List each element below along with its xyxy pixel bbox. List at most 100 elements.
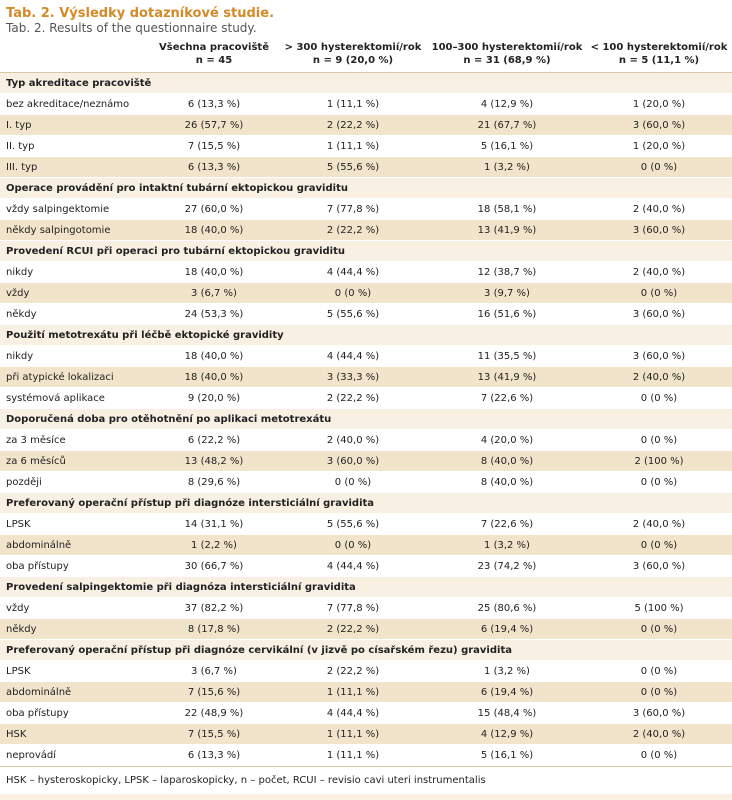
table-cell: 1 (3,2 %) xyxy=(428,156,586,178)
section-title: Typ akreditace pracoviště xyxy=(0,72,732,94)
table-cell: 18 (58,1 %) xyxy=(428,198,586,220)
table-row: I. typ 26 (57,7 %) 2 (22,2 %) 21 (67,7 %) 3 … xyxy=(0,114,732,136)
table-cell: 8 (40,0 %) xyxy=(428,471,586,493)
table-cell: 2 (22,2 %) xyxy=(278,660,428,682)
row-label: I. typ xyxy=(0,114,150,136)
table-row: vždy 3 (6,7 %) 0 (0 %) 3 (9,7 %) 0 (0 %) xyxy=(0,282,732,304)
table-cell: 2 (22,2 %) xyxy=(278,219,428,241)
table-cell: 3 (60,0 %) xyxy=(586,555,732,577)
row-label: někdy xyxy=(0,303,150,325)
table-row: II. typ 7 (15,5 %) 1 (11,1 %) 5 (16,1 %) 1 (… xyxy=(0,135,732,157)
table-cell: 0 (0 %) xyxy=(586,429,732,451)
header-cell-over-300: > 300 hysterektomií/rok n = 9 (20,0 %) xyxy=(278,36,428,73)
table-cell: 4 (12,9 %) xyxy=(428,723,586,745)
header-cell-label xyxy=(0,36,150,73)
table-cell: 2 (100 %) xyxy=(586,450,732,472)
table-cell: 0 (0 %) xyxy=(586,387,732,409)
table-cell: 0 (0 %) xyxy=(586,534,732,556)
table-cell: 1 (20,0 %) xyxy=(586,135,732,157)
header-cell-all: Všechna pracoviště n = 45 xyxy=(150,36,278,73)
section-header-row: Preferovaný operační přístup při diagnóz… xyxy=(0,492,732,514)
table-cell: 4 (44,4 %) xyxy=(278,345,428,367)
table-cell: 1 (3,2 %) xyxy=(428,660,586,682)
table-row: někdy salpingotomie 18 (40,0 %) 2 (22,2 %)… xyxy=(0,219,732,241)
row-label: vždy xyxy=(0,597,150,619)
row-label: někdy xyxy=(0,618,150,640)
table-cell: 12 (38,7 %) xyxy=(428,261,586,283)
table-row: nikdy 18 (40,0 %) 4 (44,4 %) 11 (35,5 %) 3 (… xyxy=(0,345,732,367)
table-cell: 7 (15,5 %) xyxy=(150,135,278,157)
section-header-row: Použití metotrexátu při léčbě ektopické … xyxy=(0,324,732,346)
section-header-row: Provedení salpingektomie při diagnóza in… xyxy=(0,576,732,598)
table-cell: 2 (22,2 %) xyxy=(278,387,428,409)
row-label: při atypické lokalizaci xyxy=(0,366,150,388)
table-cell: 1 (11,1 %) xyxy=(278,744,428,766)
table-cell: 3 (60,0 %) xyxy=(586,303,732,325)
table-row: vždy salpingektomie 27 (60,0 %) 7 (77,8 %)… xyxy=(0,198,732,220)
table-cell: 5 (16,1 %) xyxy=(428,135,586,157)
table-row: HSK 7 (15,5 %) 1 (11,1 %) 4 (12,9 %) 2 (40,0… xyxy=(0,723,732,745)
table-cell: 0 (0 %) xyxy=(586,471,732,493)
table-cell: 16 (51,6 %) xyxy=(428,303,586,325)
row-label: oba přístupy xyxy=(0,555,150,577)
table-cell: 0 (0 %) xyxy=(278,534,428,556)
table-cell: 27 (60,0 %) xyxy=(150,198,278,220)
table-row: oba přístupy 22 (48,9 %) 4 (44,4 %) 15 (48,… xyxy=(0,702,732,724)
table-cell: 5 (55,6 %) xyxy=(278,303,428,325)
table-row: vždy 37 (82,2 %) 7 (77,8 %) 25 (80,6 %) 5 (1… xyxy=(0,597,732,619)
table-cell: 0 (0 %) xyxy=(278,471,428,493)
table-cell: 3 (33,3 %) xyxy=(278,366,428,388)
table-cell: 0 (0 %) xyxy=(586,618,732,640)
table-cell: 11 (35,5 %) xyxy=(428,345,586,367)
table-cell: 13 (41,9 %) xyxy=(428,219,586,241)
table-cell: 13 (48,2 %) xyxy=(150,450,278,472)
table-cell: 7 (15,5 %) xyxy=(150,723,278,745)
table-cell: 2 (40,0 %) xyxy=(586,366,732,388)
table-cell: 14 (31,1 %) xyxy=(150,513,278,535)
table-cell: 13 (41,9 %) xyxy=(428,366,586,388)
table-cell: 5 (16,1 %) xyxy=(428,744,586,766)
table-cell: 0 (0 %) xyxy=(586,681,732,703)
table-cell: 3 (60,0 %) xyxy=(586,219,732,241)
table-cell: 8 (17,8 %) xyxy=(150,618,278,640)
table-cell: 7 (77,8 %) xyxy=(278,198,428,220)
table-cell: 0 (0 %) xyxy=(586,156,732,178)
row-label: vždy xyxy=(0,282,150,304)
section-title: Provedení salpingektomie při diagnóza in… xyxy=(0,576,732,598)
table-cell: 3 (60,0 %) xyxy=(278,450,428,472)
table-cell: 3 (9,7 %) xyxy=(428,282,586,304)
section-header-row: Provedení RCUI při operaci pro tubární e… xyxy=(0,240,732,262)
table-cell: 6 (13,3 %) xyxy=(150,744,278,766)
section-title: Provedení RCUI při operaci pro tubární e… xyxy=(0,240,732,262)
table-row: později 8 (29,6 %) 0 (0 %) 8 (40,0 %) 0 (0 %… xyxy=(0,471,732,493)
table-cell: 26 (57,7 %) xyxy=(150,114,278,136)
table-cell: 1 (11,1 %) xyxy=(278,681,428,703)
section-header-row: Typ akreditace pracoviště xyxy=(0,72,732,94)
table-cell: 5 (100 %) xyxy=(586,597,732,619)
table-cell: 1 (11,1 %) xyxy=(278,93,428,115)
table-row: LPSK 14 (31,1 %) 5 (55,6 %) 7 (22,6 %) 2 (40… xyxy=(0,513,732,535)
table-cell: 4 (44,4 %) xyxy=(278,702,428,724)
table-cell: 30 (66,7 %) xyxy=(150,555,278,577)
table-cell: 3 (60,0 %) xyxy=(586,702,732,724)
section-title: Preferovaný operační přístup při diagnóz… xyxy=(0,492,732,514)
header-cell-under-100: < 100 hysterektomií/rok n = 5 (11,1 %) xyxy=(586,36,732,73)
table-cell: 25 (80,6 %) xyxy=(428,597,586,619)
table-cell: 3 (6,7 %) xyxy=(150,660,278,682)
row-label: za 3 měsíce xyxy=(0,429,150,451)
section-title: Operace provádění pro intaktní tubární e… xyxy=(0,177,732,199)
table-cell: 1 (3,2 %) xyxy=(428,534,586,556)
row-label: nikdy xyxy=(0,345,150,367)
table-cell: 0 (0 %) xyxy=(586,744,732,766)
table-row: za 3 měsíce 6 (22,2 %) 2 (40,0 %) 4 (20,0 %… xyxy=(0,429,732,451)
table-cell: 21 (67,7 %) xyxy=(428,114,586,136)
table-cell: 3 (6,7 %) xyxy=(150,282,278,304)
section-header-row: Doporučená doba pro otěhotnění po aplika… xyxy=(0,408,732,430)
table-cell: 18 (40,0 %) xyxy=(150,261,278,283)
table-cell: 18 (40,0 %) xyxy=(150,345,278,367)
table-row: neprovádí 6 (13,3 %) 1 (11,1 %) 5 (16,1 %) 0… xyxy=(0,744,732,766)
table-cell: 1 (11,1 %) xyxy=(278,723,428,745)
table-cell: 1 (11,1 %) xyxy=(278,135,428,157)
table-cell: 4 (44,4 %) xyxy=(278,261,428,283)
table-cell: 0 (0 %) xyxy=(586,282,732,304)
